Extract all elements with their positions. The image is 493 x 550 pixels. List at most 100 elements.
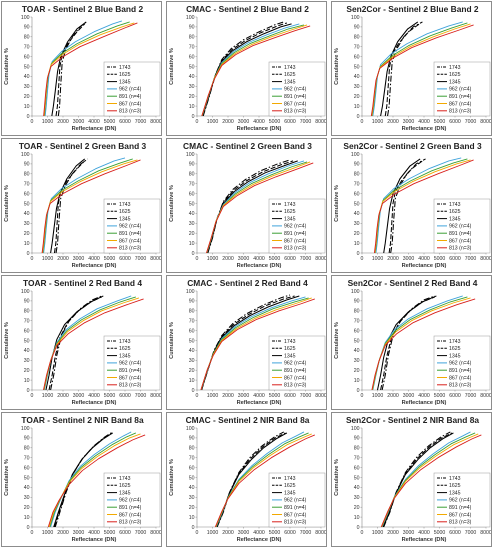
x-tick-label: 1000 — [42, 256, 54, 262]
y-axis-label: Cumulative % — [334, 185, 340, 222]
legend-label: 1625 — [449, 346, 461, 352]
series-line — [373, 159, 474, 253]
y-tick-label: 50 — [189, 475, 195, 481]
y-tick-label: 10 — [189, 104, 195, 110]
legend-label: 962 (n=4) — [284, 87, 307, 93]
x-tick-label: 3000 — [73, 393, 85, 399]
legend-box — [268, 61, 326, 117]
legend-label: 1345 — [449, 79, 461, 85]
x-tick-label: 0 — [361, 119, 364, 125]
legend-label: 867 (n=4) — [449, 238, 472, 244]
x-tick-label: 7000 — [465, 256, 477, 262]
y-tick-label: 30 — [189, 495, 195, 501]
legend-label: 1345 — [284, 216, 296, 222]
chart-svg: CMAC - Sentinel 2 Red Band 4 0 10 20 30 40 50 6… — [169, 278, 326, 406]
x-tick-label: 5000 — [269, 393, 281, 399]
chart-panel: CMAC - Sentinel 2 Green Band 3 0 10 20 30 40 5… — [166, 138, 327, 273]
y-tick-label: 30 — [354, 495, 360, 501]
chart-panel: TOAR - Sentinel 2 Green Band 3 0 10 20 30 40 5… — [1, 138, 162, 273]
y-tick-label: 50 — [189, 64, 195, 70]
x-tick-label: 5000 — [269, 256, 281, 262]
y-tick-label: 0 — [357, 251, 360, 257]
y-tick-label: 40 — [24, 211, 30, 217]
y-tick-label: 30 — [24, 84, 30, 90]
legend-label: 891 (n=4) — [119, 368, 142, 374]
x-axis-label: Reflectance (DN) — [72, 126, 117, 132]
legend-label: 867 (n=4) — [284, 238, 307, 244]
legend-label: 1743 — [119, 339, 131, 345]
y-tick-label: 100 — [186, 426, 195, 432]
chart-svg: Sen2Cor - Sentinel 2 Blue Band 2 0 10 20 30 4… — [334, 4, 491, 132]
y-axis-label: Cumulative % — [169, 185, 175, 222]
y-tick-label: 70 — [24, 182, 30, 188]
legend-label: 1345 — [119, 216, 131, 222]
legend-label: 1743 — [119, 65, 131, 71]
legend-label: 813 (n=3) — [449, 383, 472, 389]
x-tick-label: 6000 — [284, 530, 296, 536]
x-tick-label: 4000 — [418, 530, 430, 536]
y-tick-label: 20 — [189, 505, 195, 511]
chart-title: CMAC - Sentinel 2 NIR Band 8a — [186, 415, 310, 425]
x-axis-label: Reflectance (DN) — [72, 537, 117, 543]
chart-title: CMAC - Sentinel 2 Green Band 3 — [183, 141, 312, 151]
y-axis-label: Cumulative % — [4, 185, 10, 222]
legend-label: 867 (n=4) — [449, 512, 472, 518]
legend-label: 891 (n=4) — [449, 368, 472, 374]
x-tick-label: 7000 — [135, 530, 147, 536]
y-tick-label: 100 — [21, 152, 30, 158]
y-tick-label: 60 — [354, 328, 360, 334]
y-tick-label: 10 — [354, 515, 360, 521]
legend-label: 1625 — [119, 209, 131, 215]
x-tick-label: 8000 — [480, 256, 492, 262]
legend-label: 1625 — [119, 346, 131, 352]
series-line — [55, 23, 86, 116]
legend-label: 891 (n=4) — [449, 505, 472, 511]
x-tick-label: 2000 — [57, 393, 69, 399]
y-tick-label: 20 — [354, 94, 360, 100]
y-tick-label: 30 — [24, 495, 30, 501]
y-tick-label: 60 — [354, 465, 360, 471]
y-tick-label: 60 — [189, 328, 195, 334]
y-tick-label: 90 — [24, 299, 30, 305]
x-tick-label: 4000 — [418, 393, 430, 399]
y-tick-label: 50 — [189, 201, 195, 207]
chart-title: Sen2Cor - Sentinel 2 Green Band 3 — [343, 141, 482, 151]
legend-label: 813 (n=3) — [119, 246, 142, 252]
series-line — [384, 23, 420, 116]
series-line — [381, 295, 436, 390]
x-tick-label: 7000 — [300, 119, 312, 125]
y-tick-label: 80 — [24, 35, 30, 41]
y-tick-label: 0 — [27, 114, 30, 120]
x-tick-label: 4000 — [88, 256, 100, 262]
series-line — [55, 158, 89, 253]
legend-label: 1345 — [449, 490, 461, 496]
y-tick-label: 20 — [24, 505, 30, 511]
y-tick-label: 20 — [354, 505, 360, 511]
chart-svg: Sen2Cor - Sentinel 2 Red Band 4 0 10 20 30 40… — [334, 278, 491, 406]
x-tick-label: 6000 — [284, 393, 296, 399]
x-tick-label: 4000 — [88, 530, 100, 536]
y-tick-label: 60 — [24, 465, 30, 471]
y-tick-label: 20 — [189, 368, 195, 374]
series-line — [45, 295, 104, 390]
legend-label: 867 (n=4) — [284, 101, 307, 107]
y-tick-label: 70 — [189, 456, 195, 462]
series-line — [57, 21, 87, 116]
y-tick-label: 30 — [354, 358, 360, 364]
y-tick-label: 100 — [21, 426, 30, 432]
y-tick-label: 0 — [27, 525, 30, 531]
series-line — [42, 159, 138, 253]
x-tick-label: 4000 — [88, 119, 100, 125]
series-line — [216, 432, 286, 527]
y-tick-label: 70 — [354, 319, 360, 325]
series-line — [388, 160, 423, 253]
y-tick-label: 60 — [24, 328, 30, 334]
chart-title: Sen2Cor - Sentinel 2 Blue Band 2 — [346, 4, 479, 14]
x-tick-label: 3000 — [403, 119, 415, 125]
series-line — [380, 296, 436, 390]
x-tick-label: 0 — [31, 256, 34, 262]
y-tick-label: 60 — [24, 191, 30, 197]
y-tick-label: 10 — [24, 104, 30, 110]
x-tick-label: 7000 — [300, 530, 312, 536]
x-tick-label: 2000 — [222, 119, 234, 125]
